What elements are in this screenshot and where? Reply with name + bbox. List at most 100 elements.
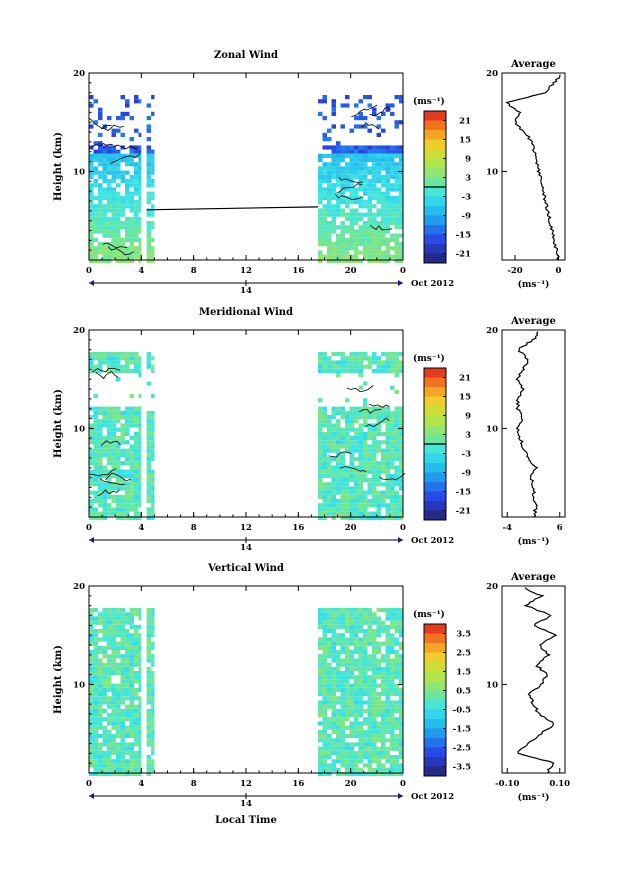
heatmap-cell	[363, 465, 368, 470]
heatmap-cell	[390, 725, 395, 730]
heatmap-cell	[345, 637, 350, 642]
heatmap-cell	[372, 637, 377, 642]
heatmap-cell	[89, 650, 94, 655]
contour-line	[346, 385, 374, 393]
heatmap-cell	[327, 742, 332, 747]
heatmap-cell	[363, 452, 368, 457]
heatmap-cell	[336, 204, 341, 209]
heatmap-cell	[134, 503, 139, 508]
heatmap-cell	[399, 204, 403, 209]
heatmap-cell	[340, 486, 345, 491]
heatmap-cell	[336, 637, 341, 642]
heatmap-cell	[340, 717, 345, 722]
heatmap-cell	[340, 457, 345, 462]
heatmap-cell	[354, 212, 359, 217]
heatmap-cell	[151, 608, 155, 613]
heatmap-cell	[327, 368, 332, 373]
heatmap-cell	[372, 708, 377, 713]
heatmap-cell	[399, 503, 403, 508]
heatmap-cell	[327, 153, 332, 158]
heatmap-cell	[125, 233, 130, 238]
heatmap-cell	[327, 746, 332, 751]
heatmap-cell	[120, 755, 125, 760]
heatmap-cell	[349, 212, 354, 217]
heatmap-cell	[151, 153, 155, 158]
heatmap-cell	[340, 440, 345, 445]
heatmap-cell	[318, 368, 323, 373]
heatmap-cell	[98, 410, 103, 415]
heatmap-cell	[134, 360, 139, 365]
heatmap-cell	[98, 225, 103, 230]
heatmap-cell	[385, 750, 390, 755]
heatmap-cell	[322, 233, 327, 238]
heatmap-cell	[111, 212, 116, 217]
heatmap-cell	[358, 499, 363, 504]
heatmap-cell	[93, 511, 98, 516]
heatmap-cell	[134, 658, 139, 663]
heatmap-cell	[138, 99, 142, 104]
heatmap-cell	[93, 658, 98, 663]
heatmap-cell	[336, 612, 341, 617]
heatmap-cell	[107, 419, 112, 424]
colorbar-band	[424, 215, 446, 226]
heatmap-cell	[399, 406, 403, 411]
heatmap-cell	[363, 225, 368, 230]
x-tick-label: 12	[240, 523, 252, 533]
day-range-arrow-right	[398, 537, 403, 543]
heatmap-cell	[146, 170, 152, 175]
heatmap-cell	[318, 440, 323, 445]
average-x-tick-label: 0.10	[549, 779, 570, 789]
heatmap-cell	[327, 145, 332, 150]
heatmap-cell	[98, 452, 103, 457]
heatmap-cell	[345, 448, 350, 453]
heatmap-cell	[331, 767, 336, 772]
heatmap-cell	[327, 254, 332, 259]
heatmap-cell	[134, 494, 139, 499]
heatmap-cell	[111, 750, 116, 755]
heatmap-cell	[93, 771, 98, 776]
colorbar-tick-label: 9	[465, 412, 471, 422]
average-x-tick-label: 0	[556, 266, 562, 276]
heatmap-cell	[399, 771, 403, 776]
heatmap-cell	[111, 473, 116, 478]
heatmap-cell	[318, 763, 323, 768]
heatmap-cell	[327, 444, 332, 449]
heatmap-cell	[399, 729, 403, 734]
heatmap-cell	[385, 364, 390, 369]
heatmap-cell	[322, 225, 327, 230]
heatmap-cell	[93, 507, 98, 512]
heatmap-cell	[120, 633, 125, 638]
heatmap-cell	[363, 162, 368, 167]
heatmap-cell	[345, 212, 350, 217]
heatmap-cell	[98, 675, 103, 680]
heatmap-cell	[93, 620, 98, 625]
heatmap-cell	[385, 469, 390, 474]
heatmap-cell	[93, 179, 98, 184]
heatmap-cell	[107, 633, 112, 638]
heatmap-cell	[146, 759, 152, 764]
heatmap-cell	[138, 734, 142, 739]
heatmap-cell	[98, 149, 103, 154]
heatmap-cell	[385, 671, 390, 676]
heatmap-cell	[111, 170, 116, 175]
heatmap-cell	[111, 128, 116, 133]
heatmap-cell	[349, 750, 354, 755]
heatmap-cell	[340, 250, 345, 255]
heatmap-cell	[394, 364, 399, 369]
heatmap-cell	[331, 103, 336, 108]
heatmap-cell	[107, 675, 112, 680]
heatmap-cell	[120, 616, 125, 621]
heatmap-cell	[107, 700, 112, 705]
heatmap-cell	[102, 608, 107, 613]
heatmap-cell	[98, 250, 103, 255]
heatmap-cell	[367, 742, 372, 747]
heatmap-cell	[367, 427, 372, 432]
heatmap-cell	[89, 162, 94, 167]
heatmap-cell	[151, 683, 155, 688]
heatmap-cell	[372, 478, 377, 483]
heatmap-cell	[116, 415, 121, 420]
heatmap-cell	[345, 145, 350, 150]
heatmap-cell	[349, 742, 354, 747]
heatmap-cell	[345, 675, 350, 680]
heatmap-cell	[125, 111, 130, 116]
